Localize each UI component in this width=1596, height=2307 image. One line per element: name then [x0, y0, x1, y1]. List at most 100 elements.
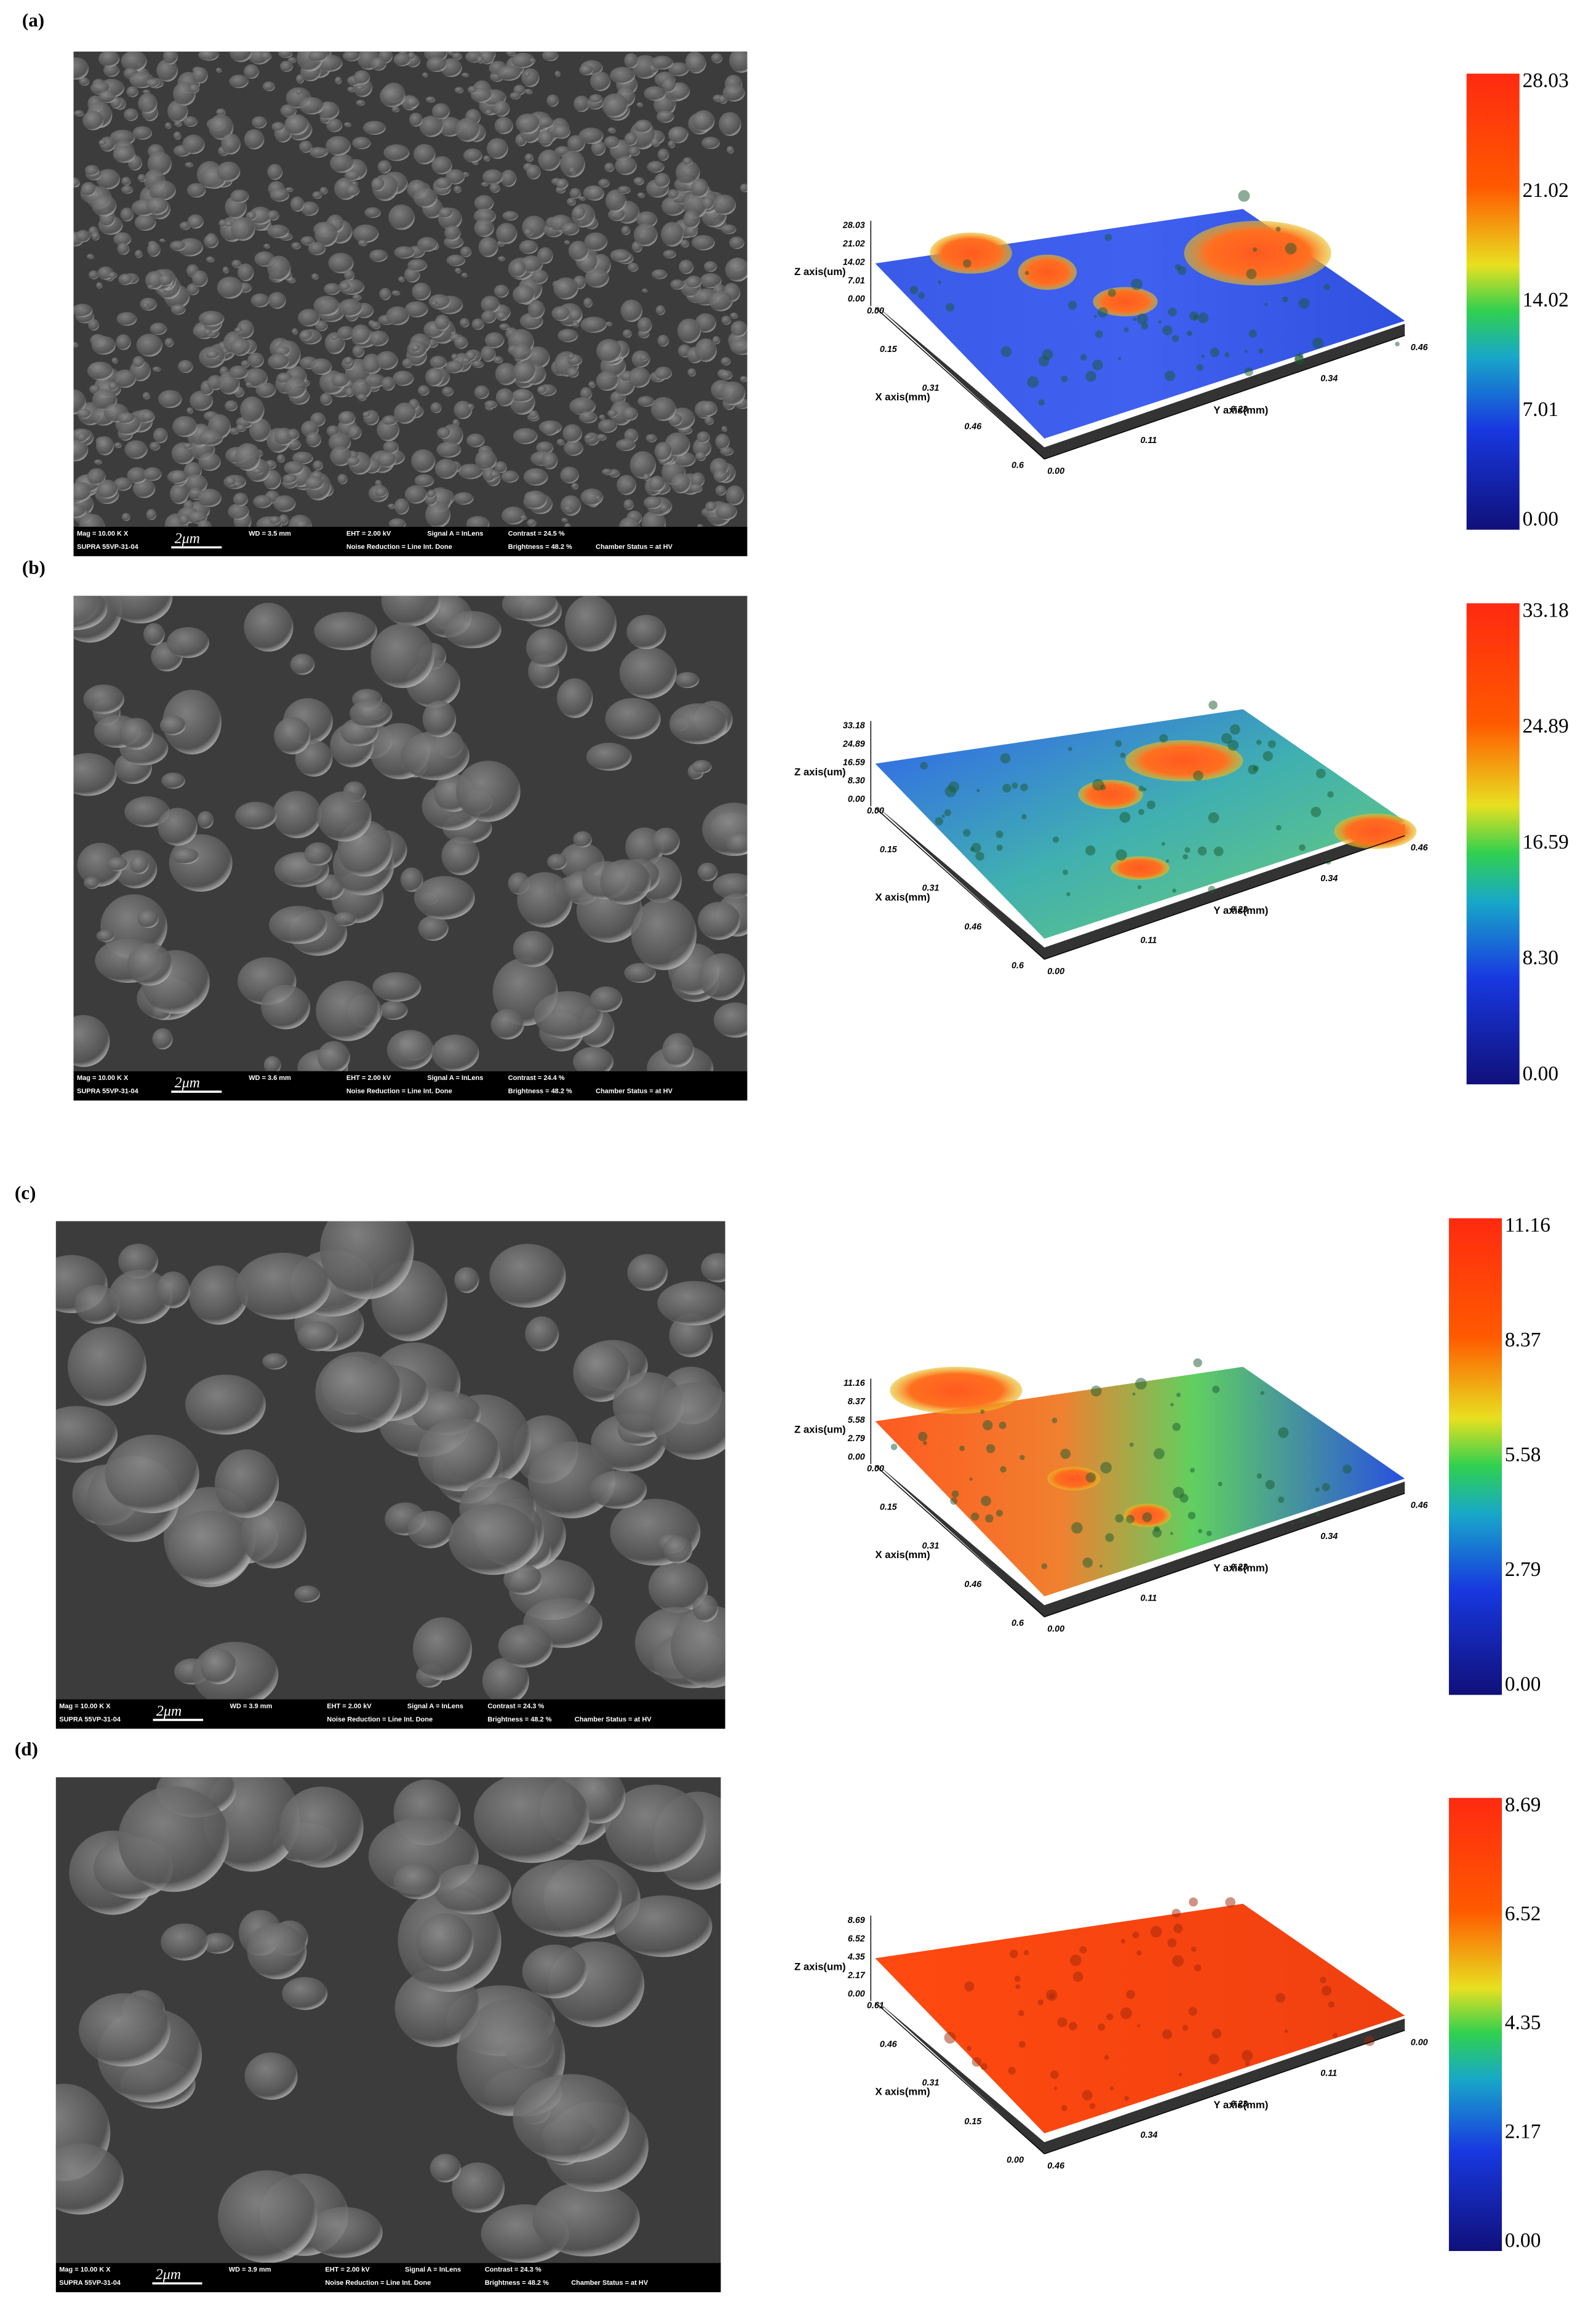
grain	[174, 121, 183, 127]
colorbar-label: 8.69	[1505, 1794, 1541, 1817]
grain	[511, 343, 532, 361]
grain	[343, 51, 360, 62]
surface-texture	[1252, 247, 1258, 252]
grain	[98, 51, 120, 67]
grain	[573, 95, 590, 112]
grain	[511, 1860, 622, 1937]
grain	[331, 335, 339, 340]
grain	[245, 211, 257, 221]
grain	[453, 492, 474, 505]
grain	[513, 428, 538, 444]
z-axis-title: Z axis(um)	[794, 1424, 846, 1436]
sem-info: Noise Reduction = Line Int. Done	[325, 2279, 431, 2287]
grain	[431, 1034, 479, 1071]
grain	[685, 275, 702, 289]
grain	[652, 269, 668, 279]
surface-texture	[1051, 1417, 1058, 1423]
grain	[371, 177, 385, 191]
grain	[725, 257, 748, 282]
grain	[161, 772, 185, 789]
grain	[537, 385, 547, 394]
surface-texture	[1161, 842, 1165, 846]
grain	[287, 428, 300, 440]
surface-texture	[1123, 327, 1129, 333]
surface-texture	[1213, 846, 1224, 857]
y-tick-label: 0.34	[1320, 374, 1338, 383]
grain	[689, 483, 703, 493]
sem-image: Mag = 10.00 K X SUPRA 55VP-31-04 WD = 3.6 …	[73, 596, 748, 1101]
surface-texture	[1258, 348, 1264, 354]
grain	[624, 962, 656, 983]
y-axis-title: Y axis(mm)	[1213, 905, 1268, 916]
grain	[136, 334, 163, 357]
surface-texture	[1333, 2033, 1338, 2038]
grain	[589, 94, 603, 103]
grain	[730, 339, 748, 355]
grain	[300, 236, 315, 246]
grain	[526, 628, 568, 667]
surface-texture	[1072, 1971, 1083, 1982]
y-axis	[1044, 835, 1405, 960]
colorbar-label: 4.35	[1505, 2012, 1541, 2034]
grain	[716, 503, 737, 521]
grain	[524, 153, 534, 162]
grain	[524, 71, 531, 78]
grain	[182, 134, 205, 154]
sem-info: Contrast = 24.5 %	[508, 530, 565, 537]
grain	[172, 415, 198, 438]
grain	[602, 468, 613, 475]
colorbar-label: 8.37	[1505, 1329, 1541, 1351]
grain	[269, 516, 281, 525]
x-tick-label: 0.15	[964, 2117, 982, 2127]
grain	[494, 461, 508, 473]
grain	[245, 382, 253, 388]
grain	[487, 138, 508, 159]
z-tick-label: 8.37	[848, 1397, 866, 1407]
surface-texture	[1165, 370, 1176, 382]
grain	[541, 421, 559, 436]
grain	[474, 218, 495, 238]
grain	[244, 129, 265, 150]
grain	[719, 370, 733, 380]
grain	[524, 89, 533, 94]
scale-bar-label: 2μm	[156, 2266, 181, 2282]
z-tick-label: 0.00	[848, 1452, 865, 1462]
surface-texture	[920, 762, 928, 770]
grain	[84, 877, 100, 889]
grain	[713, 1002, 748, 1038]
grain	[91, 231, 100, 241]
surface-texture	[1189, 1897, 1198, 1907]
grain	[118, 1786, 229, 1892]
surface-texture	[1082, 1557, 1093, 1568]
sem-info: Chamber Status = at HV	[596, 1087, 673, 1095]
grain	[352, 345, 365, 358]
grain	[189, 84, 200, 94]
grain	[381, 596, 441, 626]
surface-texture	[1133, 318, 1136, 321]
surface-texture	[1162, 325, 1173, 335]
sem-info: WD = 3.9 mm	[230, 1703, 273, 1710]
sem-info: Brightness = 48.2 %	[508, 1087, 572, 1095]
grain	[650, 397, 677, 422]
grain	[692, 234, 716, 250]
z-tick-label: 28.03	[842, 221, 865, 231]
surface-texture	[1068, 2021, 1077, 2031]
grain	[255, 382, 276, 398]
sem-info: Chamber Status = at HV	[575, 1716, 652, 1723]
grain	[217, 161, 241, 182]
grain	[407, 259, 428, 271]
grain	[471, 318, 484, 330]
panel-label: (c)	[15, 1182, 36, 1204]
colorbar-label: 7.01	[1522, 398, 1558, 421]
grain	[55, 1405, 118, 1463]
surface-texture	[1167, 1938, 1177, 1948]
surface-texture	[1191, 1946, 1197, 1952]
grain	[73, 177, 80, 188]
grain	[560, 150, 586, 178]
grain	[261, 985, 311, 1030]
grain	[297, 1321, 338, 1351]
grain	[118, 1244, 158, 1279]
y-axis	[1044, 2029, 1405, 2154]
surface-texture	[922, 1441, 927, 1445]
surface-texture	[1183, 854, 1188, 860]
